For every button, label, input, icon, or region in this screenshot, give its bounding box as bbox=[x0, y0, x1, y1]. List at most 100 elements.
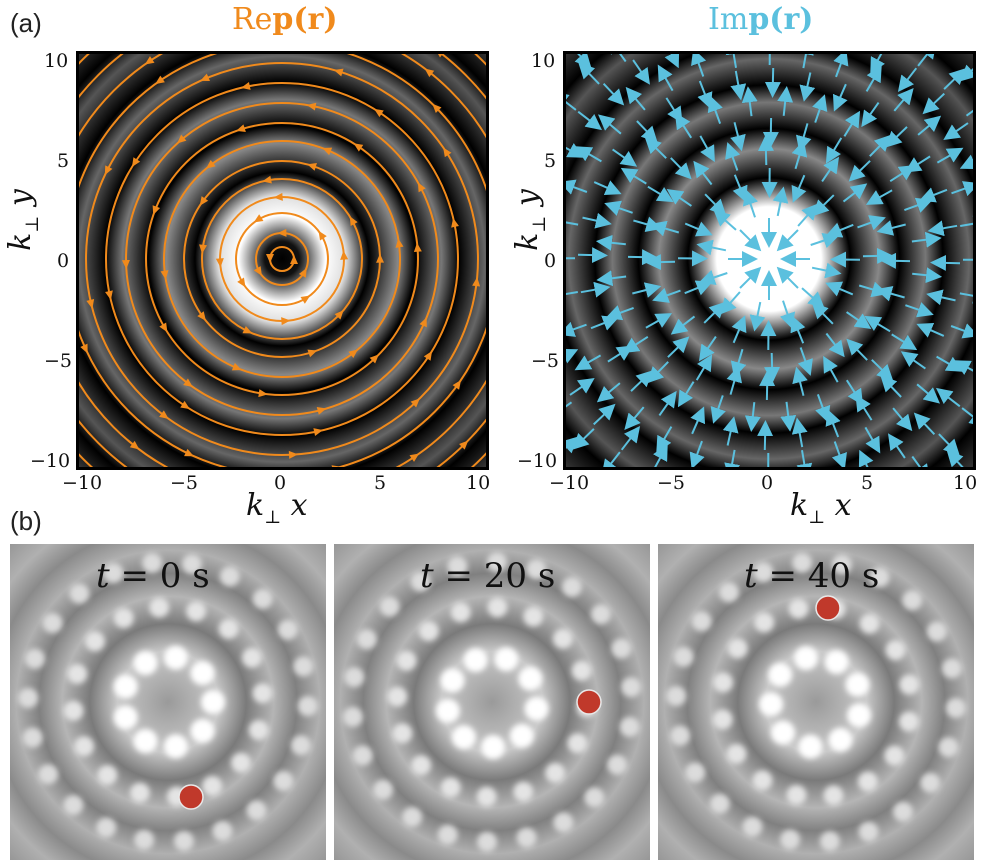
frame-t0-label-var: t bbox=[96, 556, 110, 596]
bright-spot bbox=[487, 597, 508, 618]
stream-arrowhead bbox=[307, 349, 318, 358]
vector-arrow bbox=[815, 394, 831, 423]
bright-spot bbox=[780, 829, 801, 850]
left-ylabel: k⊥ y bbox=[3, 175, 43, 265]
bright-spot bbox=[84, 631, 105, 652]
bright-spot bbox=[447, 556, 468, 577]
vector-arrow bbox=[825, 281, 854, 297]
vector-arrow bbox=[725, 54, 742, 68]
vector-arrow bbox=[757, 420, 774, 451]
vector-arrow bbox=[791, 174, 807, 203]
bright-spot bbox=[584, 787, 605, 808]
vector-arrow bbox=[742, 188, 759, 218]
vector-arrow bbox=[578, 62, 600, 85]
stream-arrowhead bbox=[395, 238, 404, 248]
vector-arrow bbox=[704, 193, 727, 216]
vector-arrow bbox=[764, 67, 781, 98]
bright-spot bbox=[18, 688, 39, 708]
vector-arrow bbox=[858, 449, 874, 467]
vector-arrow bbox=[698, 336, 717, 362]
left-xtick-m5: −5 bbox=[170, 472, 199, 494]
vector-arrow bbox=[885, 126, 908, 148]
stream-arrowhead bbox=[237, 277, 246, 288]
vector-arrow bbox=[658, 390, 677, 416]
vector-arrow bbox=[608, 54, 627, 63]
bright-spot bbox=[869, 567, 890, 588]
frame-t20-image bbox=[334, 544, 650, 860]
tracer-particle-dot bbox=[815, 595, 841, 621]
bright-spot bbox=[713, 672, 733, 693]
vector-arrow bbox=[799, 72, 816, 102]
stream-circle bbox=[163, 140, 401, 378]
bright-spot bbox=[938, 737, 959, 758]
left-ylabel-k: k bbox=[3, 232, 38, 251]
frame-t0 bbox=[10, 544, 326, 860]
vector-arrow bbox=[936, 355, 963, 372]
vector-arrow bbox=[912, 267, 943, 284]
vector-arrow bbox=[744, 402, 761, 433]
bright-spot bbox=[410, 571, 431, 592]
stream-arrowhead bbox=[376, 253, 385, 263]
vector-arrow bbox=[764, 352, 781, 383]
vector-arrow bbox=[667, 336, 690, 358]
bright-spot bbox=[771, 720, 795, 745]
bright-spot bbox=[571, 660, 592, 681]
right-ytick-10: 10 bbox=[531, 50, 556, 72]
stream-arrowhead bbox=[231, 362, 242, 371]
bright-spot bbox=[759, 692, 784, 717]
bright-spot bbox=[202, 776, 223, 796]
bright-spot bbox=[96, 817, 117, 838]
vector-arrow bbox=[690, 406, 706, 435]
vector-arrow bbox=[777, 85, 794, 116]
stream-arrowhead bbox=[340, 250, 349, 260]
bright-spot bbox=[63, 795, 84, 816]
bright-spot bbox=[402, 807, 423, 827]
bright-spot bbox=[218, 618, 239, 639]
left-ytick-5: 5 bbox=[57, 150, 70, 172]
vector-arrow bbox=[887, 433, 906, 459]
left-xlabel-k: k bbox=[246, 488, 265, 523]
bright-spot bbox=[451, 725, 476, 750]
frame-t0-label-eq: = 0 s bbox=[120, 556, 210, 596]
bright-spot bbox=[201, 690, 225, 714]
left-xlabel-var: x bbox=[290, 488, 308, 523]
vector-arrow bbox=[917, 115, 942, 136]
bright-spot bbox=[277, 619, 298, 640]
bright-spot bbox=[792, 552, 813, 573]
vector-arrow bbox=[938, 433, 960, 456]
stream-arrowhead bbox=[199, 196, 209, 206]
bright-spot bbox=[352, 745, 373, 766]
bright-spot bbox=[67, 663, 88, 684]
vector-arrow bbox=[601, 451, 621, 467]
right-xtick-5: 5 bbox=[861, 472, 874, 494]
vector-arrow bbox=[590, 315, 619, 331]
bright-spot bbox=[619, 716, 640, 737]
bright-spot bbox=[463, 648, 488, 673]
vector-arrow bbox=[843, 110, 861, 137]
vector-arrow bbox=[900, 351, 926, 370]
stream-arrowhead bbox=[424, 68, 435, 78]
vector-arrow bbox=[697, 80, 713, 109]
bright-spot bbox=[379, 596, 400, 617]
bright-spot bbox=[621, 677, 642, 698]
stream-arrowhead bbox=[281, 317, 291, 326]
bright-spot bbox=[727, 638, 748, 659]
vector-arrow bbox=[772, 186, 789, 217]
vector-arrow bbox=[823, 355, 839, 383]
stream-arrowhead bbox=[419, 317, 427, 328]
stream-arrowhead bbox=[348, 349, 358, 359]
tracer-particle-dot bbox=[178, 784, 204, 810]
bright-spot bbox=[163, 645, 188, 670]
bright-spot bbox=[113, 705, 138, 730]
bright-spot bbox=[24, 648, 45, 669]
bright-spot bbox=[273, 771, 294, 791]
stream-arrowhead bbox=[197, 311, 206, 321]
bright-spot bbox=[524, 696, 549, 721]
left-title-prefix: Re bbox=[232, 2, 273, 37]
vector-arrow bbox=[798, 54, 814, 69]
stream-arrowhead bbox=[451, 217, 459, 228]
vector-arrow bbox=[846, 311, 872, 330]
vector-arrow bbox=[865, 189, 893, 205]
bright-spot bbox=[190, 661, 215, 686]
bright-spot bbox=[248, 720, 269, 741]
